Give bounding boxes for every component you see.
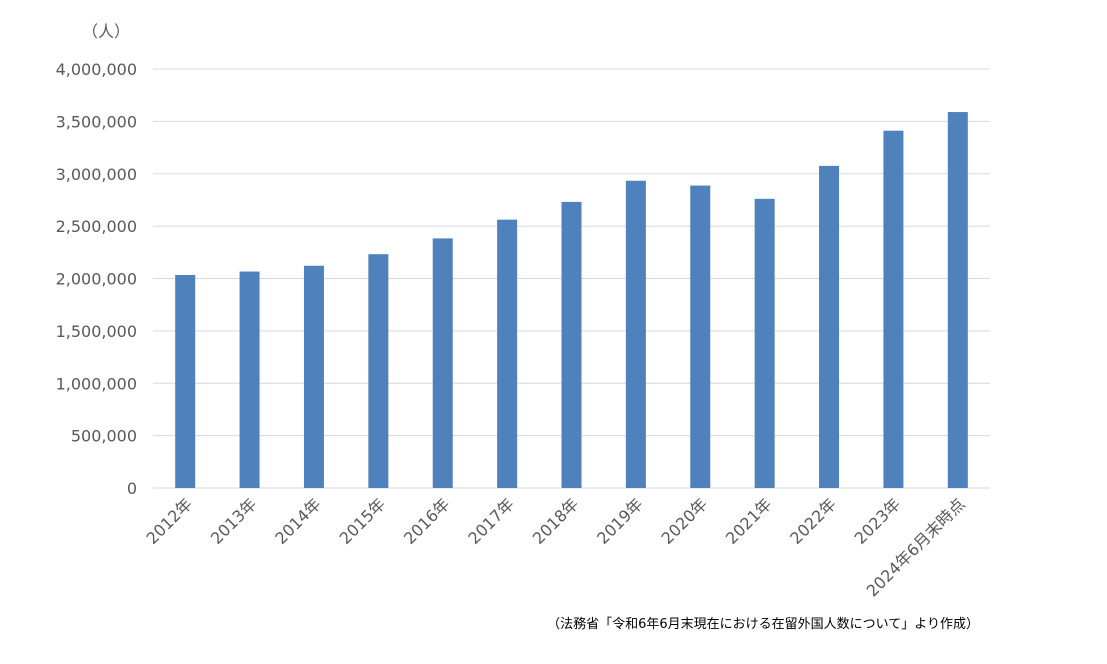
- bar: [368, 254, 389, 488]
- x-tick-label: 2013年: [207, 494, 261, 548]
- y-tick-label: 2,500,000: [56, 217, 137, 236]
- bar: [883, 130, 904, 488]
- y-tick-label: 2,000,000: [56, 270, 137, 289]
- bar: [303, 265, 324, 488]
- y-tick-label: 500,000: [71, 427, 137, 446]
- y-tick-label: 3,000,000: [56, 165, 137, 184]
- bar: [432, 238, 453, 488]
- source-note: （法務省「令和6年6月末現在における在留外国人数について」より作成）: [547, 617, 979, 632]
- y-tick-label: 4,000,000: [56, 60, 137, 79]
- y-tick-label: 1,000,000: [56, 374, 137, 393]
- bar: [947, 112, 968, 489]
- x-tick-label: 2014年: [271, 494, 325, 548]
- x-tick-label: 2015年: [336, 494, 390, 548]
- y-tick-label: 1,500,000: [56, 322, 137, 341]
- y-tick-label: 3,500,000: [56, 112, 137, 131]
- bar: [754, 198, 775, 488]
- bar: [690, 185, 711, 489]
- x-tick-label: 2019年: [593, 494, 647, 548]
- bar: [497, 219, 518, 488]
- x-tick-label: 2022年: [786, 494, 840, 548]
- y-axis-unit-label: （人）: [82, 22, 131, 41]
- x-tick-label: 2023年: [851, 494, 905, 548]
- bar: [561, 201, 582, 488]
- x-tick-label: 2017年: [464, 494, 518, 548]
- x-tick-label: 2020年: [658, 494, 712, 548]
- x-tick-label: 2012年: [142, 494, 196, 548]
- bar: [819, 165, 840, 488]
- x-tick-label: 2021年: [722, 494, 776, 548]
- x-tick-label: 2016年: [400, 494, 454, 548]
- bar: [239, 271, 260, 488]
- y-tick-label: 0: [127, 479, 137, 498]
- bar: [625, 180, 646, 488]
- bar: [175, 274, 196, 488]
- x-tick-label: 2018年: [529, 494, 583, 548]
